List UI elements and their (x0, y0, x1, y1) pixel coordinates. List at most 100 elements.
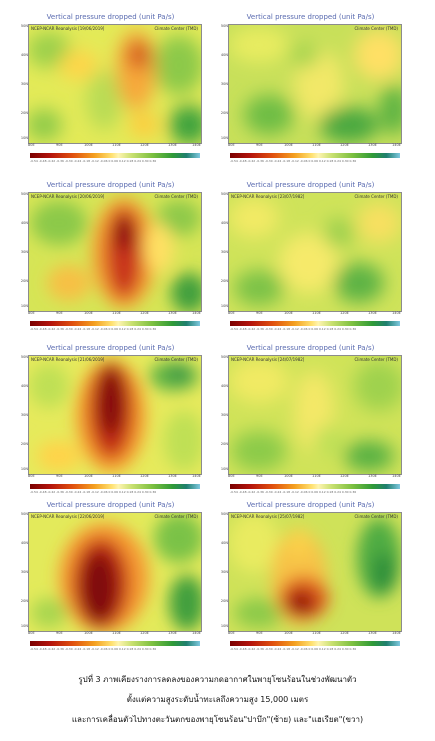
colorbar (30, 321, 200, 326)
x-tick: 130E (368, 631, 377, 635)
y-axis: 50N 40N 30N 20N 10N (218, 24, 228, 142)
dataset-label: NCEP-NCAR Reanalysis [19/06/2019] (31, 26, 105, 31)
x-tick: 110E (112, 474, 121, 478)
map-panel-8: Vertical pressure dropped (unit Pa/s) 50… (218, 500, 403, 655)
y-tick: 10N (20, 624, 28, 628)
heatmap-svg (229, 513, 401, 631)
x-tick: 80E (228, 474, 235, 478)
y-tick: 20N (220, 599, 228, 603)
y-tick: 30N (20, 250, 28, 254)
x-tick: 120E (140, 143, 149, 147)
heatmap-svg (229, 193, 401, 311)
y-tick: 10N (20, 467, 28, 471)
source-label: Climate Center (TMD) (354, 194, 399, 199)
x-tick: 80E (228, 143, 235, 147)
pressure-field-map: Climate Center (TMD) (228, 24, 402, 144)
map-panel-1: Vertical pressure dropped (unit Pa/s) 50… (18, 12, 203, 167)
y-tick: 20N (220, 442, 228, 446)
x-tick: 130E (368, 143, 377, 147)
panel-title: Vertical pressure dropped (unit Pa/s) (246, 344, 375, 352)
figure-caption-line-2: ตั้งแต่ความสูงระดับน้ำทะเลถึงความสูง 15,… (126, 695, 309, 704)
x-tick: 110E (112, 311, 121, 315)
y-axis: 50N 40N 30N 20N 10N (218, 512, 228, 630)
dataset-label: NCEP-NCAR Reanalysis [23/07/1982] (231, 194, 305, 199)
y-tick: 50N (220, 512, 228, 516)
x-tick: 130E (368, 474, 377, 478)
x-tick: 90E (56, 143, 63, 147)
x-tick: 100E (84, 474, 93, 478)
x-axis: 80E 90E 100E 110E 120E 130E 140E (228, 631, 401, 637)
y-axis: 50N 40N 30N 20N 10N (18, 24, 28, 142)
y-tick: 50N (20, 192, 28, 196)
colorbar-labels: -0.54 -0.48 -0.42 -0.36 -0.30 -0.24 -0.1… (30, 327, 157, 331)
x-tick: 80E (228, 311, 235, 315)
x-tick: 140E (392, 311, 401, 315)
x-axis: 80E 90E 100E 110E 120E 130E 140E (228, 474, 401, 480)
source-label: Climate Center (TMD) (154, 26, 199, 31)
y-tick: 10N (220, 624, 228, 628)
source-label: Climate Center (TMD) (154, 514, 199, 519)
y-tick: 30N (220, 82, 228, 86)
pressure-field-map: NCEP-NCAR Reanalysis [21/06/2019] Climat… (28, 355, 202, 475)
x-tick: 120E (140, 631, 149, 635)
pressure-field-map: NCEP-NCAR Reanalysis [22/06/2019] Climat… (28, 512, 202, 632)
map-panel-6: Vertical pressure dropped (unit Pa/s) 50… (218, 343, 403, 498)
x-tick: 120E (340, 631, 349, 635)
panel-title: Vertical pressure dropped (unit Pa/s) (246, 13, 375, 21)
panel-title: Vertical pressure dropped (unit Pa/s) (46, 501, 175, 509)
x-tick: 140E (392, 631, 401, 635)
y-tick: 20N (220, 111, 228, 115)
y-axis: 50N 40N 30N 20N 10N (218, 355, 228, 473)
pressure-field-map: NCEP-NCAR Reanalysis [25/07/1982] Climat… (228, 512, 402, 632)
x-tick: 100E (284, 631, 293, 635)
dataset-label: NCEP-NCAR Reanalysis [22/06/2019] (31, 514, 105, 519)
x-tick: 90E (256, 311, 263, 315)
y-axis: 50N 40N 30N 20N 10N (18, 192, 28, 310)
x-tick: 140E (192, 631, 201, 635)
x-tick: 90E (256, 143, 263, 147)
y-tick: 10N (220, 304, 228, 308)
y-tick: 40N (220, 221, 228, 225)
pressure-field-map: NCEP-NCAR Reanalysis [19/06/2019] Climat… (28, 24, 202, 144)
heatmap-svg (29, 513, 201, 631)
y-tick: 40N (20, 384, 28, 388)
map-panel-2: Vertical pressure dropped (unit Pa/s) 50… (218, 12, 403, 167)
x-tick: 130E (368, 311, 377, 315)
x-tick: 140E (392, 143, 401, 147)
y-tick: 10N (220, 467, 228, 471)
colorbar (230, 321, 400, 326)
x-tick: 100E (84, 631, 93, 635)
y-tick: 10N (220, 136, 228, 140)
y-tick: 50N (20, 355, 28, 359)
map-panel-4: Vertical pressure dropped (unit Pa/s) 50… (218, 180, 403, 335)
colorbar-labels: -0.54 -0.48 -0.42 -0.36 -0.30 -0.24 -0.1… (30, 490, 157, 494)
source-label: Climate Center (TMD) (354, 357, 399, 362)
x-tick: 130E (168, 143, 177, 147)
x-tick: 90E (56, 631, 63, 635)
colorbar (230, 641, 400, 646)
x-tick: 140E (192, 143, 201, 147)
x-tick: 80E (28, 631, 35, 635)
x-tick: 100E (84, 311, 93, 315)
colorbar-labels: -0.54 -0.48 -0.42 -0.36 -0.30 -0.24 -0.1… (230, 490, 357, 494)
heatmap-svg (29, 25, 201, 143)
x-tick: 80E (28, 474, 35, 478)
x-tick: 100E (284, 143, 293, 147)
x-tick: 110E (312, 311, 321, 315)
x-tick: 110E (112, 143, 121, 147)
panel-title: Vertical pressure dropped (unit Pa/s) (246, 501, 375, 509)
y-tick: 40N (20, 53, 28, 57)
x-tick: 90E (56, 311, 63, 315)
x-tick: 100E (284, 474, 293, 478)
y-tick: 50N (20, 24, 28, 28)
x-tick: 130E (168, 631, 177, 635)
dataset-label: NCEP-NCAR Reanalysis [25/07/1982] (231, 514, 305, 519)
figure-caption-line-3: และการเคลื่อนตัวไปทางตะวันตกของพายุโซนร้… (71, 715, 364, 724)
pressure-field-map: NCEP-NCAR Reanalysis [23/07/1982] Climat… (228, 192, 402, 312)
y-tick: 30N (220, 570, 228, 574)
x-tick: 80E (228, 631, 235, 635)
y-tick: 20N (220, 279, 228, 283)
y-tick: 20N (20, 599, 28, 603)
dataset-label: NCEP-NCAR Reanalysis [21/06/2019] (31, 357, 105, 362)
y-tick: 30N (20, 413, 28, 417)
